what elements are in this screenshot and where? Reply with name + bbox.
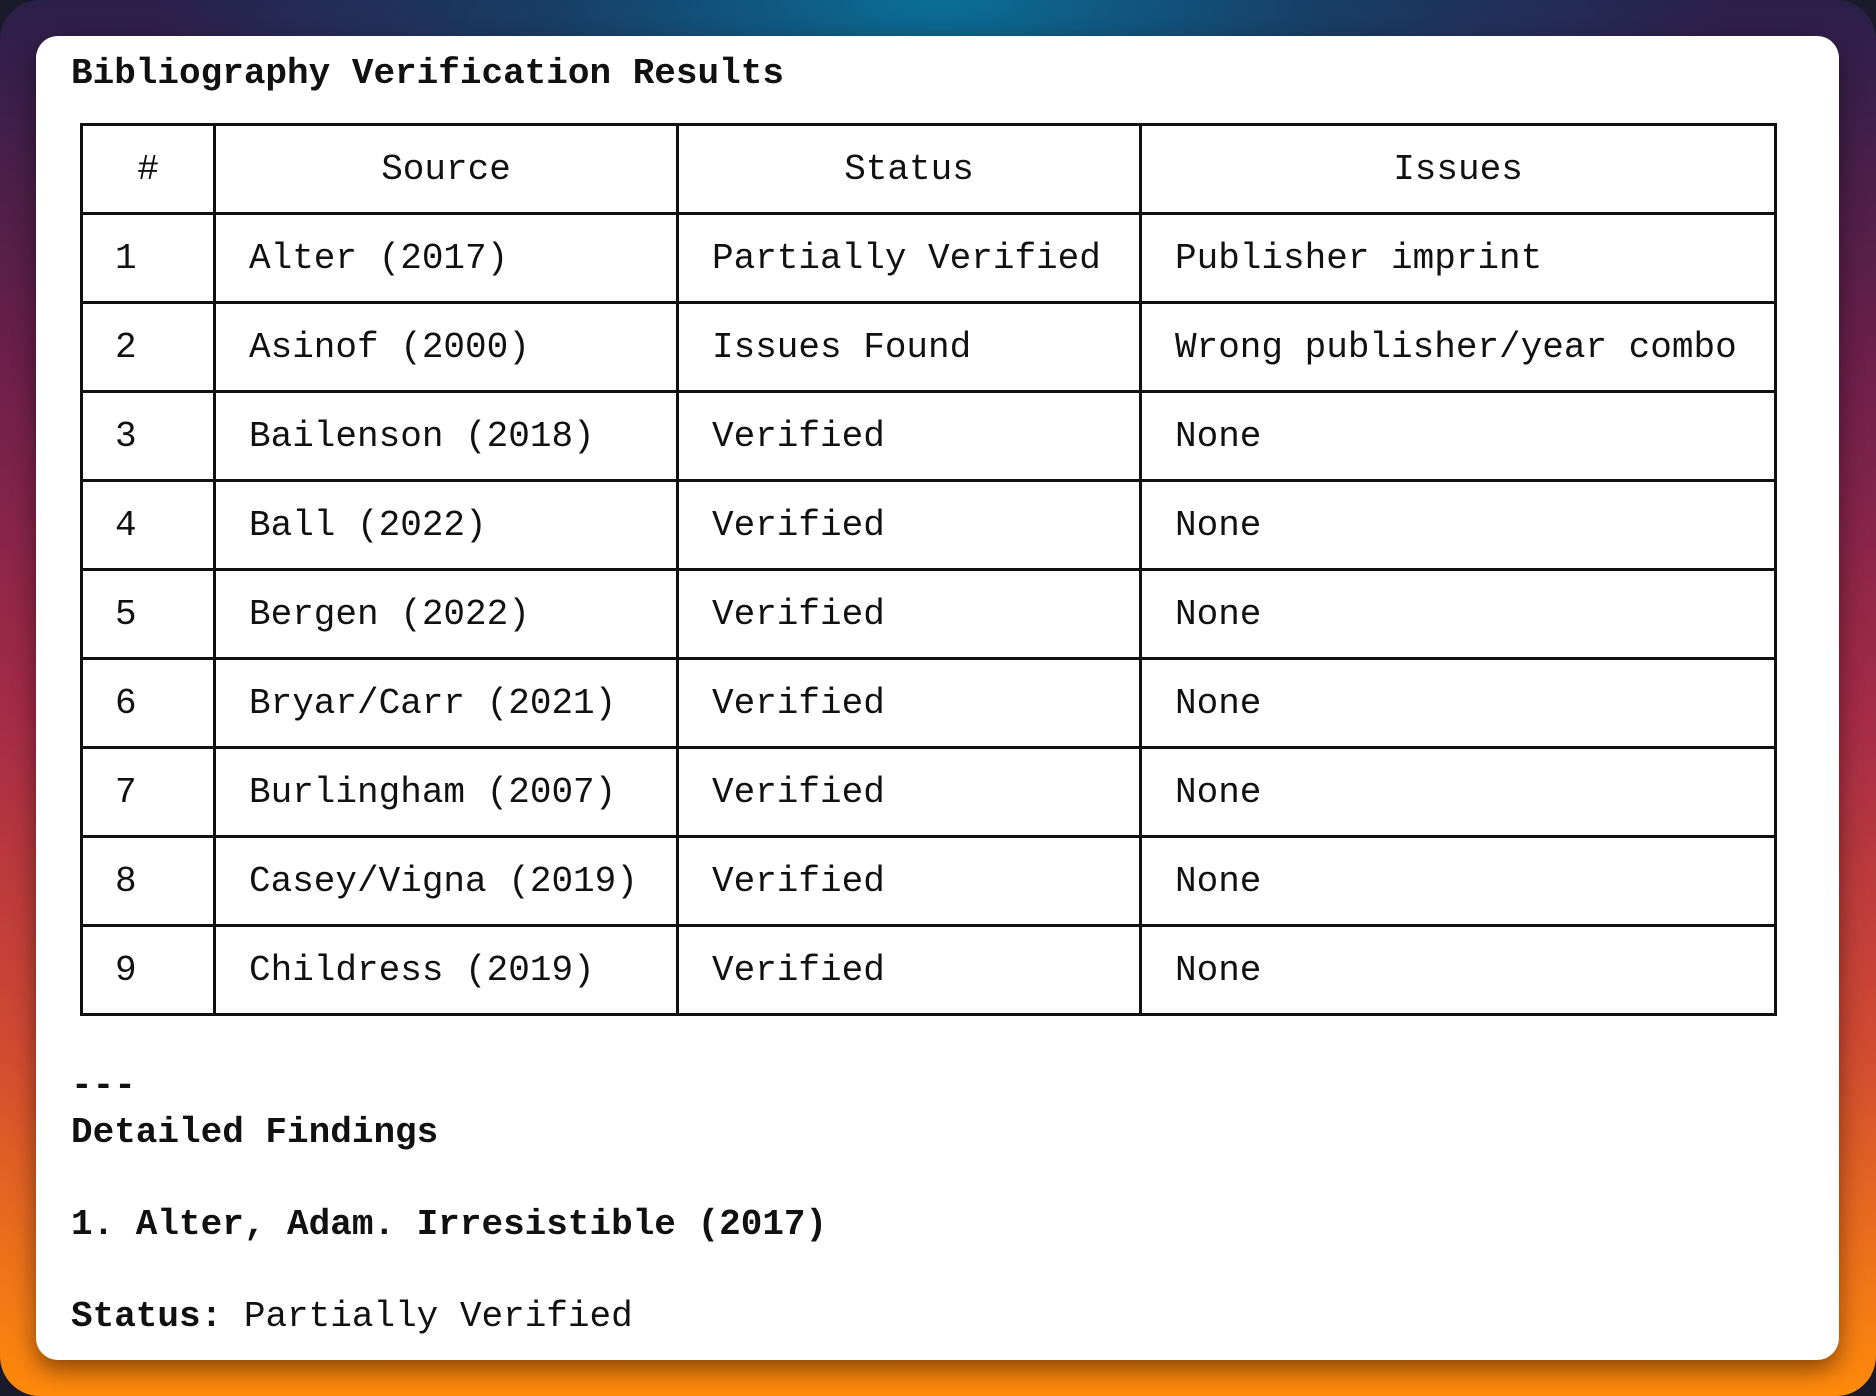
- cell-issues: None: [1139, 924, 1777, 1016]
- cell-issues: None: [1139, 746, 1777, 838]
- cell-source: Bryar/Carr (2021): [213, 657, 679, 749]
- cell-status: Verified: [676, 835, 1142, 927]
- cell-number: 1: [80, 212, 216, 304]
- cell-issues: None: [1139, 657, 1777, 749]
- verification-table: # Source Status Issues 1 Alter (2017) Part…: [80, 123, 1777, 1016]
- cell-source: Casey/Vigna (2019): [213, 835, 679, 927]
- cell-source: Bergen (2022): [213, 568, 679, 660]
- table-row: 6 Bryar/Carr (2021) Verified None: [80, 657, 1777, 749]
- cell-issues: None: [1139, 835, 1777, 927]
- table-header-row: # Source Status Issues: [80, 123, 1777, 215]
- cell-status: Verified: [676, 746, 1142, 838]
- cell-issues: None: [1139, 568, 1777, 660]
- cell-number: 3: [80, 390, 216, 482]
- cell-number: 9: [80, 924, 216, 1016]
- table-row: 4 Ball (2022) Verified None: [80, 479, 1777, 571]
- cell-issues: None: [1139, 390, 1777, 482]
- column-header-source: Source: [213, 123, 679, 215]
- cell-issues: None: [1139, 479, 1777, 571]
- cell-source: Bailenson (2018): [213, 390, 679, 482]
- finding-status: Status: Partially Verified: [71, 1297, 633, 1337]
- column-header-issues: Issues: [1139, 123, 1777, 215]
- finding-title: 1. Alter, Adam. Irresistible (2017): [71, 1204, 828, 1245]
- cell-status: Verified: [676, 568, 1142, 660]
- cell-number: 2: [80, 301, 216, 393]
- cell-source: Alter (2017): [213, 212, 679, 304]
- divider: ---: [71, 1065, 136, 1106]
- table-row: 7 Burlingham (2007) Verified None: [80, 746, 1777, 838]
- page-title: Bibliography Verification Results: [71, 53, 784, 94]
- cell-issues: Publisher imprint: [1139, 212, 1777, 304]
- table-row: 9 Childress (2019) Verified None: [80, 924, 1777, 1016]
- column-header-status: Status: [676, 123, 1142, 215]
- cell-source: Asinof (2000): [213, 301, 679, 393]
- table-row: 2 Asinof (2000) Issues Found Wrong publishe…: [80, 301, 1777, 393]
- section-heading: Detailed Findings: [71, 1112, 439, 1153]
- cell-number: 6: [80, 657, 216, 749]
- cell-status: Issues Found: [676, 301, 1142, 393]
- cell-number: 7: [80, 746, 216, 838]
- table-row: 3 Bailenson (2018) Verified None: [80, 390, 1777, 482]
- cell-status: Verified: [676, 657, 1142, 749]
- cell-status: Verified: [676, 924, 1142, 1016]
- cell-status: Partially Verified: [676, 212, 1142, 304]
- cell-number: 8: [80, 835, 216, 927]
- cell-source: Childress (2019): [213, 924, 679, 1016]
- table-row: 5 Bergen (2022) Verified None: [80, 568, 1777, 660]
- table-row: 1 Alter (2017) Partially Verified Publisher…: [80, 212, 1777, 304]
- status-value: Partially Verified: [243, 1296, 633, 1337]
- cell-number: 5: [80, 568, 216, 660]
- document-panel: Bibliography Verification Results # Sour…: [36, 36, 1839, 1360]
- status-label: Status:: [71, 1296, 223, 1337]
- cell-status: Verified: [676, 390, 1142, 482]
- table-row: 8 Casey/Vigna (2019) Verified None: [80, 835, 1777, 927]
- cell-source: Ball (2022): [213, 479, 679, 571]
- column-header-number: #: [80, 123, 216, 215]
- cell-number: 4: [80, 479, 216, 571]
- cell-source: Burlingham (2007): [213, 746, 679, 838]
- cell-issues: Wrong publisher/year combo: [1139, 301, 1777, 393]
- cell-status: Verified: [676, 479, 1142, 571]
